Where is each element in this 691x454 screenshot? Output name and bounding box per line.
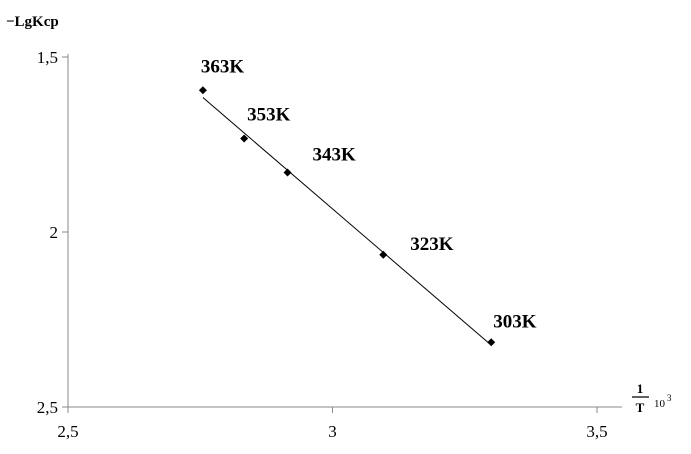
data-point (487, 338, 496, 347)
data-point (240, 134, 249, 143)
x-axis-label-denominator: T (636, 400, 645, 415)
y-tick-label: 2 (50, 223, 59, 242)
y-axis-label: −LgKcp (6, 14, 59, 30)
data-point-label: 363K (201, 56, 245, 77)
axes (67, 54, 622, 408)
data-points (198, 86, 496, 347)
x-tick-label: 3,5 (586, 422, 607, 441)
y-tick-label: 2,5 (37, 398, 58, 417)
trendline (202, 97, 492, 346)
x-axis-label-numerator: 1 (637, 381, 644, 396)
data-point (379, 250, 388, 259)
x-ticks: 2,5 3 3,5 (57, 407, 608, 441)
trendline-group (202, 97, 492, 346)
x-axis-label-multiplier: 10 (654, 398, 666, 410)
data-point-label: 343K (313, 145, 357, 166)
data-point-label: 323K (410, 234, 454, 255)
x-tick-label: 2,5 (57, 422, 78, 441)
x-tick-label: 3 (328, 422, 337, 441)
x-axis-label: 1 T 10 3 (632, 381, 672, 415)
y-ticks: 1,5 2 2,5 (37, 48, 68, 417)
data-point (283, 168, 292, 177)
y-tick-label: 1,5 (37, 48, 58, 67)
data-point-label: 353K (247, 105, 290, 126)
x-axis-label-exponent: 3 (667, 393, 672, 403)
data-point-label: 303K (493, 311, 537, 332)
data-point (198, 86, 207, 95)
point-labels: 363K 353K 343K 323K 303K (201, 56, 537, 332)
